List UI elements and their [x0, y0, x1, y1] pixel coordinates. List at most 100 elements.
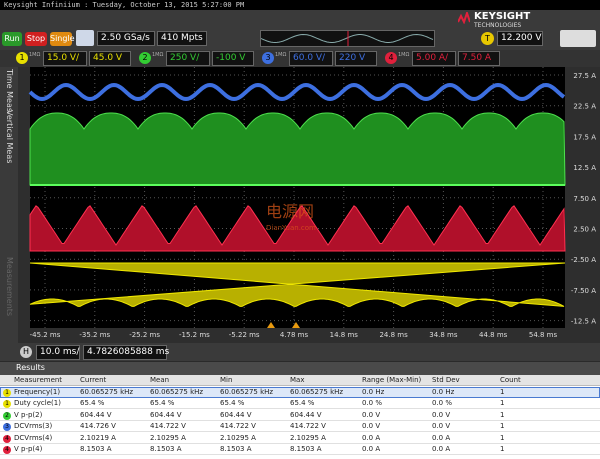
title-bar: Keysight Infiniium : Tuesday, October 13… [0, 0, 600, 10]
table-cell: 2.10219 A [80, 433, 116, 442]
table-cell: 65.4 % [150, 399, 175, 408]
channel-badge: 4 [385, 52, 397, 64]
table-cell: 0.0 V [362, 422, 381, 431]
scope-display: 电源网 DianYuan.com 27.5 A 22.5 A 17.5 A 12.5 … [18, 67, 600, 343]
table-cell: 65.4 % [220, 399, 245, 408]
table-cell: 1 [500, 433, 505, 442]
trigger-badge: T [481, 32, 494, 45]
table-cell: 604.44 V [150, 410, 182, 419]
table-cell: V p-p(4) [14, 445, 43, 453]
h-position[interactable]: 4.7826085888 ms [83, 345, 169, 360]
title-text: Keysight Infiniium : Tuesday, October 13… [4, 1, 245, 9]
table-cell: 1 [500, 445, 505, 453]
waveform [29, 205, 566, 252]
row-marker: 2 [3, 411, 11, 420]
trigger-level[interactable]: 12.200 V [497, 31, 543, 46]
side-tabs: Time Meas Vertical Meas Measurements [0, 67, 18, 343]
table-cell: 604.44 V [80, 410, 112, 419]
column-header: Mean [150, 376, 170, 384]
y-label: 7.50 A [573, 195, 596, 203]
table-cell: 60.065275 kHz [290, 388, 344, 396]
table-cell: 0.0 A [362, 433, 381, 442]
table-cell: 8.1503 A [80, 445, 112, 453]
table-cell: 604.44 V [220, 410, 252, 419]
x-label: -25.2 ms [129, 331, 160, 339]
table-cell: 2.10295 A [220, 433, 256, 442]
y-label: 12.5 A [573, 164, 596, 172]
x-label: 4.78 ms [280, 331, 309, 339]
channel-scale[interactable]: 60.0 V/ [289, 51, 333, 66]
column-header: Current [80, 376, 107, 384]
table-cell: 0.0 V [362, 410, 381, 419]
memory-depth[interactable]: 410 Mpts [157, 31, 207, 46]
y-label: -2.50 A [571, 256, 596, 264]
auto-button[interactable] [76, 30, 94, 46]
table-cell: 414.722 V [290, 422, 326, 431]
channel-scale[interactable]: 5.00 A/ [412, 51, 456, 66]
channel-scale[interactable]: 15.0 V/ [43, 51, 87, 66]
table-cell: 0.0 % [432, 399, 453, 408]
side-tab[interactable]: Measurements [5, 257, 14, 317]
table-cell: 60.065275 kHz [80, 388, 134, 396]
side-tab[interactable]: Time Meas [5, 69, 14, 113]
waveform [28, 82, 566, 102]
channel-scale[interactable]: 250 V/ [166, 51, 210, 66]
column-header: Range (Max-Min) [362, 376, 422, 384]
column-header: Std Dev [432, 376, 460, 384]
channel-impedance: 1MΩ [152, 52, 164, 58]
sample-rate[interactable]: 2.50 GSa/s [97, 31, 155, 46]
results-header: Results [0, 362, 600, 375]
table-cell: 65.4 % [80, 399, 105, 408]
table-cell: Frequency(1) [14, 388, 61, 396]
overview [260, 30, 435, 47]
stop-button[interactable]: Stop [25, 32, 47, 46]
channel-offset[interactable]: -100 V [212, 51, 254, 66]
row-marker: 1 [3, 389, 11, 397]
side-tab[interactable]: Vertical Meas [5, 109, 14, 164]
logo-sub: TECHNOLOGIES [474, 22, 522, 29]
table-cell: 0.0 V [432, 422, 451, 431]
run-button[interactable]: Run [2, 32, 22, 46]
y-label: 17.5 A [573, 133, 596, 141]
h-badge: H [20, 346, 32, 358]
single-button[interactable]: Single [50, 32, 75, 46]
row-bg [0, 444, 600, 455]
x-label: -15.2 ms [179, 331, 210, 339]
channel-impedance: 1MΩ [398, 52, 410, 58]
channel-badge: 3 [262, 52, 274, 64]
x-label: -35.2 ms [79, 331, 110, 339]
channel-offset[interactable]: 45.0 V [89, 51, 131, 66]
channel-row: 1 1MΩ 15.0 V/45.0 V 2 1MΩ 250 V/-100 V 3 1MΩ 60.… [0, 50, 600, 67]
menu-button[interactable] [560, 30, 596, 47]
h-scale[interactable]: 10.0 ms/ [36, 345, 80, 360]
table-cell: 0.0 Hz [362, 388, 385, 396]
table-cell: 8.1503 A [150, 445, 182, 453]
column-header: Min [220, 376, 233, 384]
column-header: Max [290, 376, 305, 384]
table-cell: 8.1503 A [290, 445, 322, 453]
table-cell: DCVrms(4) [14, 433, 53, 442]
channel-impedance: 1MΩ [275, 52, 287, 58]
table-cell: Duty cycle(1) [14, 399, 61, 408]
table-cell: 0.0 % [362, 399, 383, 408]
table-cell: 60.065275 kHz [150, 388, 204, 396]
waveform [29, 262, 566, 307]
channel-offset[interactable]: 220 V [335, 51, 377, 66]
table-cell: 1 [500, 422, 505, 431]
channel-offset[interactable]: 7.50 A [458, 51, 500, 66]
table-cell: 65.4 % [290, 399, 315, 408]
y-label: -7.50 A [571, 287, 596, 295]
table-cell: 2.10295 A [150, 433, 186, 442]
table-cell: 1 [500, 388, 505, 396]
watermark-cn: 电源网 [266, 202, 314, 221]
waveform [29, 112, 566, 186]
table-cell: 414.726 V [80, 422, 116, 431]
table-cell: 414.722 V [220, 422, 256, 431]
table-cell: V p-p(2) [14, 410, 43, 419]
table-cell: 0.0 Hz [432, 388, 455, 396]
table-cell: 0.0 A [362, 445, 381, 453]
logo-icon [457, 9, 471, 25]
row-bg [0, 410, 600, 421]
column-header: Count [500, 376, 521, 384]
